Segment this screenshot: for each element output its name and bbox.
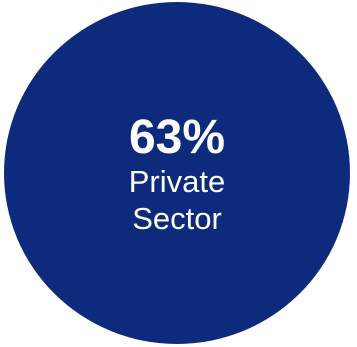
stat-circle: 63% Private Sector [4,2,350,344]
stat-label-line-2: Sector [132,201,222,236]
stat-label-line-1: Private [128,164,226,199]
stat-value: 63% [128,111,226,164]
